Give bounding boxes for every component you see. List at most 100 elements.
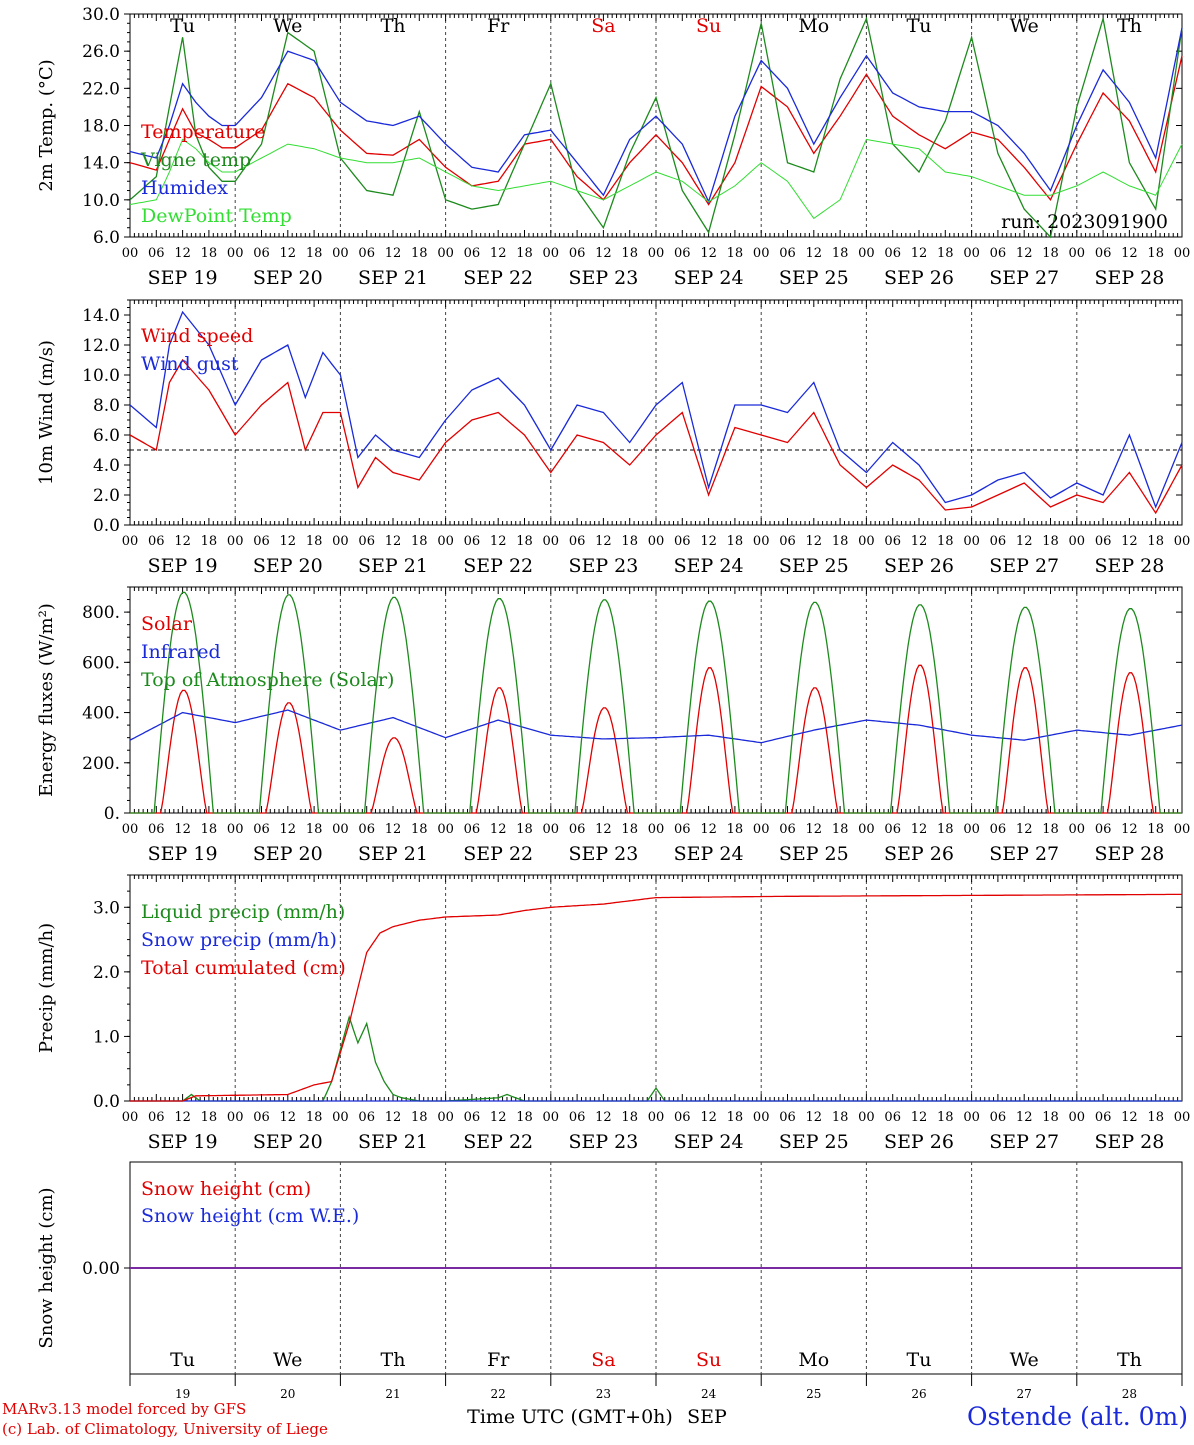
x-hour-label: 18 bbox=[1147, 534, 1164, 549]
x-hour-label: 12 bbox=[280, 534, 297, 549]
x-hour-label: 06 bbox=[674, 822, 691, 837]
series-line bbox=[130, 893, 1182, 1102]
x-hour-label: 12 bbox=[595, 246, 612, 261]
y-tick-label: 400. bbox=[82, 704, 120, 724]
x-hour-label: 00 bbox=[437, 822, 454, 837]
x-date-label: SEP 23 bbox=[568, 1131, 638, 1153]
x-hour-label: 00 bbox=[858, 1110, 875, 1125]
y-tick-label: 2.0 bbox=[93, 486, 120, 506]
x-hour-label: 18 bbox=[306, 246, 323, 261]
x-hour-label: 06 bbox=[569, 1110, 586, 1125]
day-name: Th bbox=[1117, 15, 1142, 37]
x-date-label: SEP 22 bbox=[463, 267, 533, 289]
x-hour-label: 00 bbox=[1069, 822, 1086, 837]
x-hour-label: 12 bbox=[1121, 822, 1138, 837]
x-hour-label: 18 bbox=[201, 1110, 218, 1125]
x-hour-label: 06 bbox=[1095, 822, 1112, 837]
x-hour-label: 06 bbox=[148, 822, 165, 837]
x-hour-label: 18 bbox=[411, 822, 428, 837]
x-hour-label: 12 bbox=[280, 822, 297, 837]
x-hour-label: 06 bbox=[358, 822, 375, 837]
x-hour-label: 00 bbox=[543, 822, 560, 837]
x-hour-label: 18 bbox=[727, 246, 744, 261]
x-hour-label: 06 bbox=[674, 534, 691, 549]
x-date-label: SEP 26 bbox=[884, 555, 954, 577]
x-hour-label: 00 bbox=[227, 822, 244, 837]
x-hour-label: 12 bbox=[490, 534, 507, 549]
x-date-label: SEP 23 bbox=[568, 555, 638, 577]
x-hour-label: 12 bbox=[174, 534, 191, 549]
y-tick-label: 0.0 bbox=[93, 1092, 120, 1112]
x-hour-label: 06 bbox=[779, 822, 796, 837]
x-hour-label: 18 bbox=[832, 246, 849, 261]
x-hour-label: 00 bbox=[543, 1110, 560, 1125]
panel-wind_panel: 0.0 2.0 4.0 6.0 8.0 10.0 12.0 14.0 10m Wind (m/s… bbox=[36, 299, 1191, 577]
x-date-label: SEP 28 bbox=[1094, 555, 1164, 577]
x-hour-label: 00 bbox=[437, 534, 454, 549]
x-hour-label: 18 bbox=[201, 534, 218, 549]
series-line bbox=[129, 16, 1183, 239]
legend-entry: Liquid precip (mm/h) bbox=[141, 901, 345, 923]
x-hour-label: 12 bbox=[700, 1110, 717, 1125]
x-hour-label: 12 bbox=[1016, 246, 1033, 261]
x-hour-label: 00 bbox=[753, 822, 770, 837]
x-hour-label: 00 bbox=[963, 534, 980, 549]
x-day-number: 19 bbox=[175, 1387, 190, 1401]
x-hour-label: 00 bbox=[1174, 534, 1191, 549]
panel-snow_panel: 0.00 Snow height (cm) Snow height (cm) Snow… bbox=[36, 1161, 1183, 1401]
series-line bbox=[129, 138, 1183, 220]
legend-entry: Solar bbox=[141, 613, 193, 635]
x-hour-label: 00 bbox=[332, 822, 349, 837]
x-date-label: SEP 27 bbox=[989, 267, 1059, 289]
x-hour-label: 18 bbox=[937, 822, 954, 837]
x-hour-label: 00 bbox=[227, 1110, 244, 1125]
run-annotation: run: 2023091900 bbox=[1001, 211, 1168, 233]
x-hour-label: 00 bbox=[332, 246, 349, 261]
x-hour-label: 00 bbox=[1069, 246, 1086, 261]
day-name: Tu bbox=[170, 15, 195, 37]
legend-entry: Vigne temp bbox=[140, 149, 251, 171]
x-hour-label: 06 bbox=[148, 246, 165, 261]
x-date-label: SEP 21 bbox=[358, 267, 428, 289]
x-hour-label: 06 bbox=[1095, 246, 1112, 261]
x-hour-label: 06 bbox=[148, 534, 165, 549]
x-hour-label: 06 bbox=[990, 1110, 1007, 1125]
x-date-label: SEP 28 bbox=[1094, 267, 1164, 289]
x-hour-label: 12 bbox=[1121, 246, 1138, 261]
x-hour-label: 18 bbox=[832, 822, 849, 837]
x-hour-label: 06 bbox=[253, 534, 270, 549]
day-name: We bbox=[273, 15, 302, 37]
y-tick-label: 4.0 bbox=[93, 456, 120, 476]
x-hour-label: 00 bbox=[648, 534, 665, 549]
x-hour-label: 00 bbox=[543, 246, 560, 261]
x-hour-label: 18 bbox=[1147, 1110, 1164, 1125]
y-tick-label: 26.0 bbox=[82, 42, 120, 62]
x-hour-label: 00 bbox=[122, 1110, 139, 1125]
x-hour-label: 18 bbox=[516, 534, 533, 549]
x-date-label: SEP 19 bbox=[148, 1131, 218, 1153]
x-date-label: SEP 24 bbox=[674, 555, 744, 577]
x-hour-label: 06 bbox=[464, 1110, 481, 1125]
x-hour-label: 06 bbox=[569, 534, 586, 549]
x-date-label: SEP 19 bbox=[148, 555, 218, 577]
x-day-number: 27 bbox=[1017, 1387, 1032, 1401]
y-tick-label: 14.0 bbox=[82, 306, 120, 326]
x-date-label: SEP 19 bbox=[148, 843, 218, 865]
x-hour-label: 18 bbox=[1042, 822, 1059, 837]
x-hour-label: 06 bbox=[464, 534, 481, 549]
x-hour-label: 12 bbox=[911, 534, 928, 549]
x-hour-label: 00 bbox=[332, 534, 349, 549]
series-line bbox=[129, 310, 1183, 509]
y-tick-label: 0.00 bbox=[82, 1259, 120, 1279]
y-tick-label: 0. bbox=[104, 804, 120, 824]
x-hour-label: 06 bbox=[779, 1110, 796, 1125]
y-tick-label: 10.0 bbox=[82, 366, 120, 386]
x-hour-label: 00 bbox=[437, 246, 454, 261]
day-name: We bbox=[1010, 1349, 1039, 1371]
legend-entry: Infrared bbox=[141, 641, 221, 663]
series-line bbox=[130, 1014, 1182, 1102]
y-tick-label: 12.0 bbox=[82, 336, 120, 356]
x-hour-label: 12 bbox=[385, 1110, 402, 1125]
x-hour-label: 18 bbox=[1042, 534, 1059, 549]
